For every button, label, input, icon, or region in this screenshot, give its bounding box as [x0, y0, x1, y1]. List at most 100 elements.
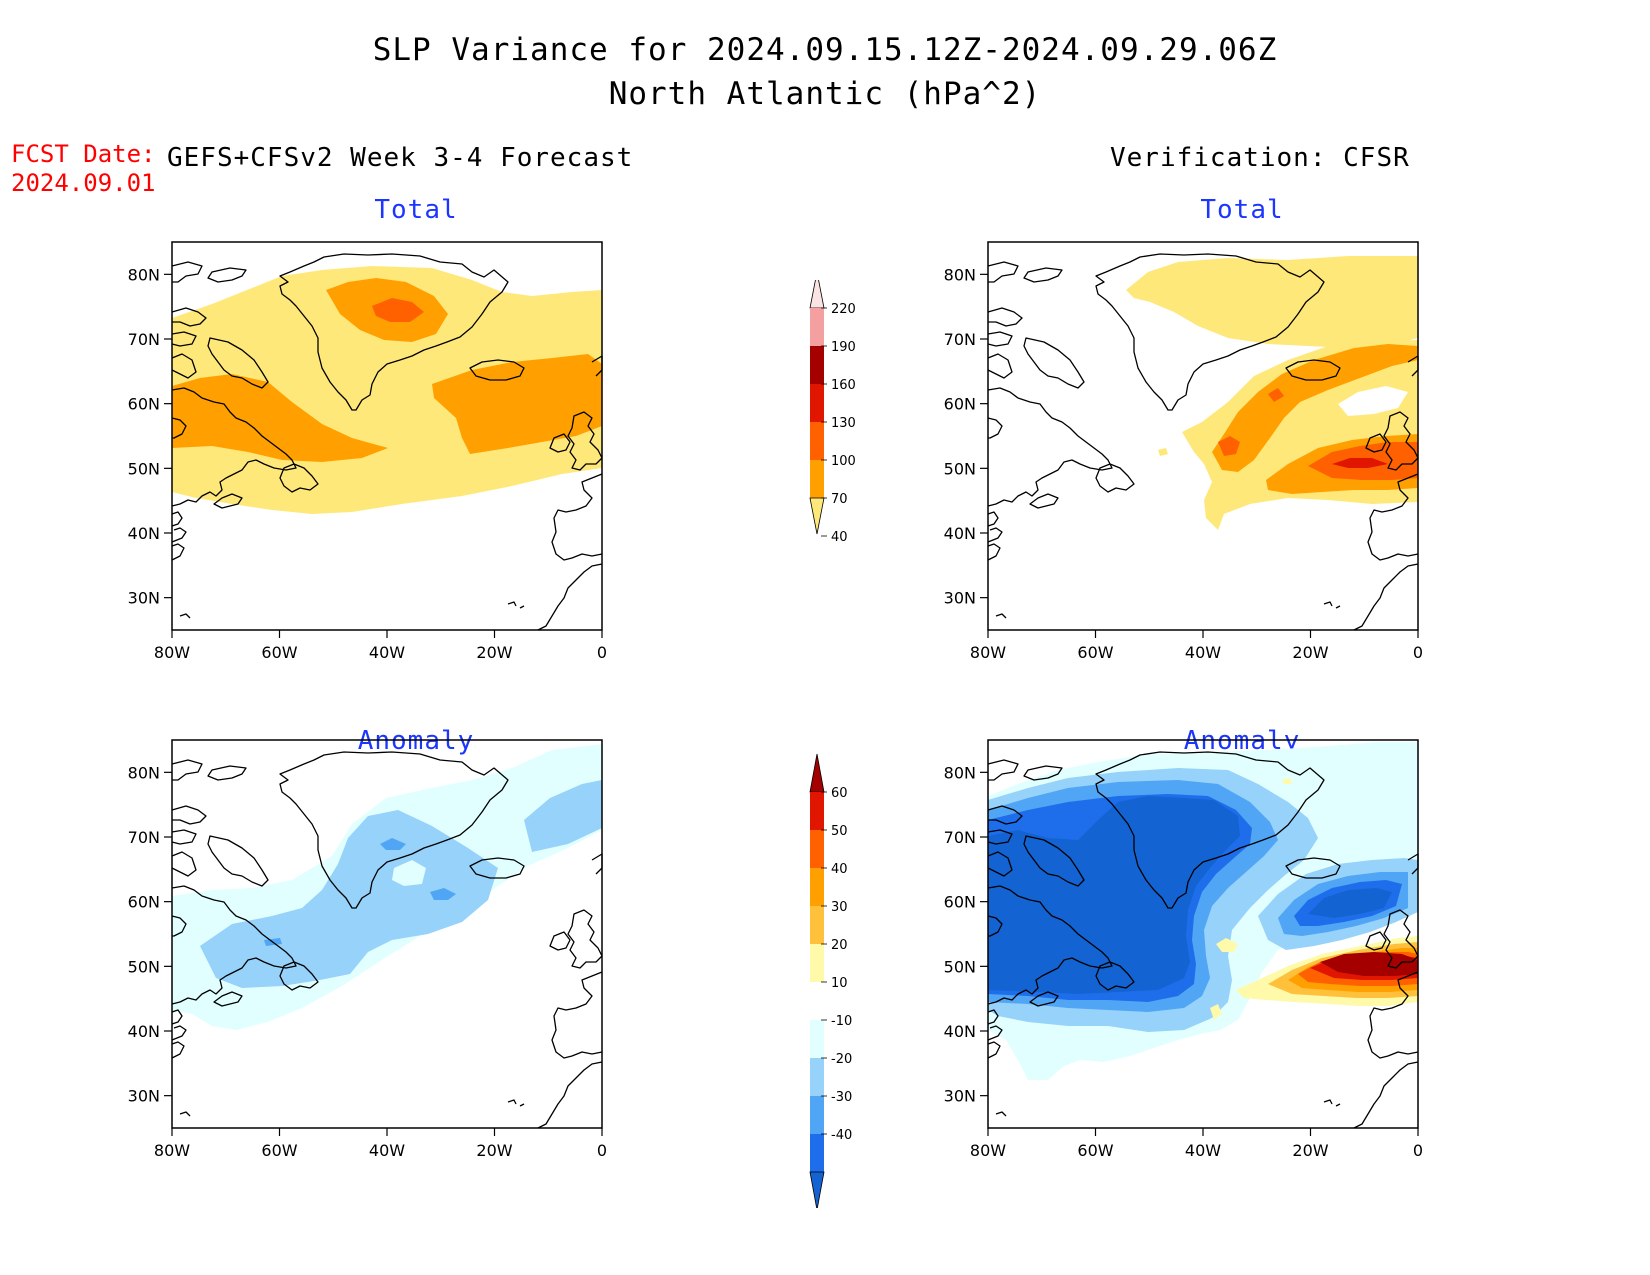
- lat-label: 40N: [128, 524, 160, 543]
- verification-header: Verification: CFSR: [1110, 143, 1410, 173]
- lon-label: 60W: [261, 1141, 297, 1160]
- lon-label: 0: [597, 643, 607, 662]
- colorbar-box: [810, 460, 824, 498]
- lat-ticks-forecast-anomaly: 80N 70N 60N 50N 40N 30N: [128, 763, 172, 1106]
- lon-label: 0: [1413, 1141, 1423, 1160]
- fcst-date-value: 2024.09.01: [11, 169, 156, 197]
- colorbar-box: [810, 944, 824, 982]
- colorbar-box: [810, 1096, 824, 1134]
- lat-label: 50N: [944, 957, 976, 976]
- shading-verification-total: [1126, 256, 1418, 530]
- lat-ticks-verification-anomaly: 80N 70N 60N 50N 40N 30N: [944, 763, 988, 1106]
- lon-label: 80W: [970, 643, 1006, 662]
- colorbar-label: 100: [831, 454, 856, 469]
- map-forecast-anomaly: 80N 70N 60N 50N 40N 30N 80W 60W 40W 20W 0: [128, 739, 607, 1160]
- lat-label: 60N: [128, 893, 160, 912]
- colorbar-anomaly: 60 50 40 30 20 10 -10 -20 -30 -40: [809, 753, 852, 1208]
- panel-title-forecast-total: Total: [374, 195, 458, 225]
- colorbar-box: [810, 384, 824, 422]
- lon-label: 80W: [970, 1141, 1006, 1160]
- lat-label: 80N: [944, 763, 976, 782]
- lat-label: 30N: [944, 1087, 976, 1106]
- contour-minus50: [988, 796, 1240, 994]
- lat-label: 60N: [944, 395, 976, 414]
- colorbar-label: -20: [831, 1052, 852, 1067]
- fcst-date-label: FCST Date:: [11, 140, 156, 168]
- lon-label: 80W: [154, 1141, 190, 1160]
- contour-70: [432, 354, 602, 454]
- main-title: SLP Variance for 2024.09.15.12Z-2024.09.…: [372, 32, 1278, 68]
- lat-label: 30N: [944, 589, 976, 608]
- contour-40: [1158, 448, 1168, 456]
- colorbar-label: -40: [831, 1128, 852, 1143]
- colorbar-label: 10: [831, 976, 848, 991]
- contour-130: [1332, 458, 1388, 468]
- lon-label: 20W: [1292, 643, 1328, 662]
- lat-label: 50N: [128, 459, 160, 478]
- map-forecast-total: 80N 70N 60N 50N 40N 30N 80W 60W 40W 20W 0: [128, 241, 607, 662]
- lon-label: 40W: [1185, 1141, 1221, 1160]
- colorbar-label: 70: [831, 492, 848, 507]
- contour-40: [1126, 256, 1418, 348]
- map-verification-total: 80N 70N 60N 50N 40N 30N 80W 60W 40W 20W 0: [944, 241, 1423, 662]
- lon-label: 40W: [1185, 643, 1221, 662]
- colorbar-box: [810, 1134, 824, 1172]
- lat-label: 50N: [128, 957, 160, 976]
- contour-minus30: [430, 888, 456, 900]
- contour-plus10: [1282, 778, 1292, 784]
- forecast-header: GEFS+CFSv2 Week 3-4 Forecast: [167, 143, 634, 173]
- colorbar-label: -10: [831, 1014, 852, 1029]
- colorbar-total: 220 190 160 130 100 70 40: [809, 280, 856, 545]
- lon-label: 20W: [476, 1141, 512, 1160]
- contour-minus20: [524, 780, 602, 852]
- contour-100: [372, 298, 424, 322]
- colorbar-box: [810, 422, 824, 460]
- lat-label: 40N: [944, 1022, 976, 1041]
- lat-label: 80N: [944, 265, 976, 284]
- shading-forecast-total: [172, 266, 602, 514]
- lon-label: 40W: [369, 1141, 405, 1160]
- shading-forecast-anomaly: [172, 744, 602, 1030]
- lat-label: 40N: [944, 524, 976, 543]
- main-subtitle: North Atlantic (hPa^2): [608, 76, 1042, 112]
- lat-label: 30N: [128, 1087, 160, 1106]
- lat-ticks-forecast-total: 80N 70N 60N 50N 40N 30N: [128, 265, 172, 608]
- lon-label: 20W: [1292, 1141, 1328, 1160]
- contour-100: [1268, 388, 1284, 402]
- shading-verification-anomaly: [988, 742, 1418, 1080]
- lat-label: 30N: [128, 589, 160, 608]
- contour-40-hole: [1338, 386, 1408, 416]
- map-verification-anomaly: 80N 70N 60N 50N 40N 30N 80W 60W 40W 20W 0: [944, 739, 1423, 1160]
- colorbar-label: 20: [831, 938, 848, 953]
- lat-label: 70N: [128, 828, 160, 847]
- colorbar-label: 30: [831, 900, 848, 915]
- contour-minus20-hole: [392, 860, 426, 886]
- lat-label: 70N: [944, 330, 976, 349]
- colorbar-box: [810, 308, 824, 346]
- colorbar-box: [810, 906, 824, 944]
- colorbar-box: [810, 346, 824, 384]
- colorbar-label: -30: [831, 1090, 852, 1105]
- colorbar-label: 220: [831, 302, 856, 317]
- panel-title-verification-total: Total: [1200, 195, 1284, 225]
- lon-label: 40W: [369, 643, 405, 662]
- lon-label: 60W: [261, 643, 297, 662]
- contour-plus10: [1210, 1004, 1222, 1020]
- colorbar-box: [810, 982, 824, 1020]
- lat-label: 40N: [128, 1022, 160, 1041]
- lat-label: 60N: [128, 395, 160, 414]
- colorbar-label: 40: [831, 862, 848, 877]
- lon-label: 20W: [476, 643, 512, 662]
- lat-label: 70N: [128, 330, 160, 349]
- colorbar-extend-top: [809, 753, 825, 793]
- contour-100: [1218, 436, 1240, 456]
- colorbar-extend-top: [809, 280, 825, 309]
- colorbar-box: [810, 1058, 824, 1096]
- lat-label: 50N: [944, 459, 976, 478]
- colorbar-label: 130: [831, 416, 856, 431]
- colorbar-box: [810, 830, 824, 868]
- lon-label: 60W: [1077, 1141, 1113, 1160]
- contour-plus60: [1320, 952, 1418, 976]
- contour-minus30: [380, 838, 406, 850]
- lat-label: 60N: [944, 893, 976, 912]
